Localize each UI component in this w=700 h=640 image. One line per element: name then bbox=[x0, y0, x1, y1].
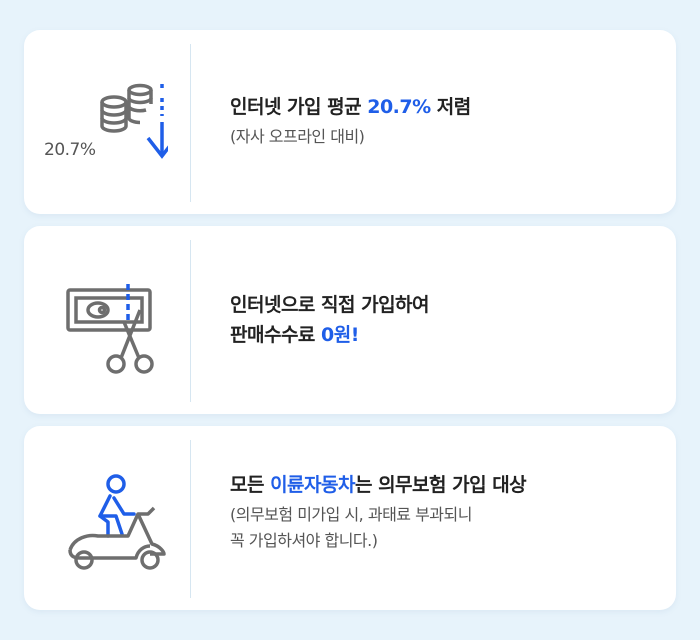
bill-scissors-icon bbox=[58, 270, 168, 380]
scooter-rider-icon bbox=[58, 468, 168, 578]
card-divider bbox=[190, 240, 191, 402]
no-fee-title: 인터넷으로 직접 가입하여 판매수수료 0원! bbox=[230, 294, 430, 346]
discount-title: 인터넷 가입 평균 20.7% 저렴 bbox=[230, 96, 471, 118]
coins-down-arrow-icon: 20.7% bbox=[44, 76, 168, 186]
benefit-card-no-fee: 인터넷으로 직접 가입하여 판매수수료 0원! bbox=[24, 226, 676, 414]
insurance-subtitle: (의무보험 미가입 시, 과태료 부과되니 꼭 가입하셔야 합니다.) bbox=[230, 505, 472, 550]
discount-subtitle: (자사 오프라인 대비) bbox=[230, 127, 365, 146]
discount-highlight: 20.7% bbox=[367, 96, 431, 118]
card-divider bbox=[190, 440, 191, 598]
discount-value-label: 20.7% bbox=[44, 140, 96, 160]
benefit-card-discount: 20.7% 인터넷 가입 평균 20.7% 저렴 (자사 오프라인 대비) bbox=[24, 30, 676, 214]
benefit-card-mandatory-insurance: 모든 이륜자동차는 의무보험 가입 대상 (의무보험 미가입 시, 과태료 부과… bbox=[24, 426, 676, 610]
no-fee-highlight: 0원! bbox=[321, 324, 359, 346]
insurance-title: 모든 이륜자동차는 의무보험 가입 대상 bbox=[230, 474, 527, 496]
card-divider bbox=[190, 44, 191, 202]
insurance-highlight: 이륜자동차 bbox=[270, 474, 355, 496]
